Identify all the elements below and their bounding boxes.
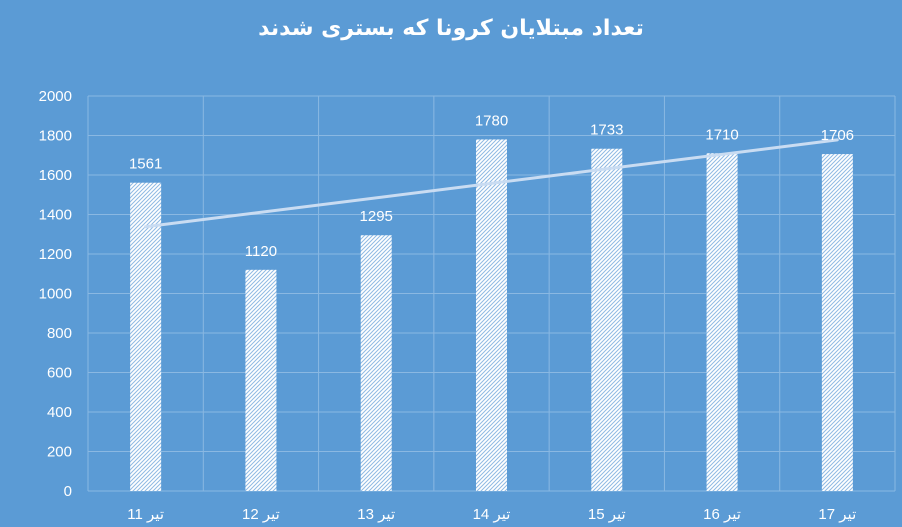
- y-tick-label: 1200: [39, 246, 72, 263]
- trendline: [144, 138, 839, 229]
- bar: [591, 148, 623, 492]
- x-tick-label: 12 تیر: [242, 506, 280, 523]
- chart-title: تعداد مبتلایان کرونا که بستری شدند: [258, 16, 644, 41]
- x-tick-label: 16 تیر: [703, 506, 741, 523]
- y-tick-label: 200: [47, 444, 72, 461]
- y-tick-label: 2000: [39, 88, 72, 105]
- x-tick-label: 13 تیر: [357, 506, 395, 523]
- bar: [360, 235, 392, 491]
- x-tick-label: 15 تیر: [588, 506, 626, 523]
- data-label: 1780: [475, 112, 508, 129]
- y-tick-label: 1000: [39, 286, 72, 303]
- y-tick-label: 600: [47, 365, 72, 382]
- data-label: 1120: [245, 243, 277, 260]
- y-tick-label: 800: [47, 325, 72, 342]
- y-tick-label: 1600: [39, 167, 72, 184]
- bar: [245, 269, 277, 491]
- data-label: 1561: [129, 156, 162, 173]
- x-tick-label: 11 تیر: [127, 506, 164, 523]
- data-label: 1710: [705, 126, 738, 143]
- bar: [476, 139, 507, 491]
- data-label: 1706: [821, 127, 854, 144]
- y-tick-label: 0: [64, 483, 72, 500]
- bar: [706, 153, 738, 491]
- data-label: 1733: [590, 122, 623, 139]
- data-label: 1295: [360, 208, 393, 225]
- y-tick-label: 1800: [39, 128, 72, 145]
- x-tick-label: 14 تیر: [473, 506, 511, 523]
- bar: [130, 182, 162, 491]
- bar: [821, 154, 853, 491]
- y-tick-label: 1400: [39, 207, 72, 224]
- y-tick-label: 400: [47, 404, 72, 421]
- x-tick-label: 17 تیر: [818, 506, 856, 523]
